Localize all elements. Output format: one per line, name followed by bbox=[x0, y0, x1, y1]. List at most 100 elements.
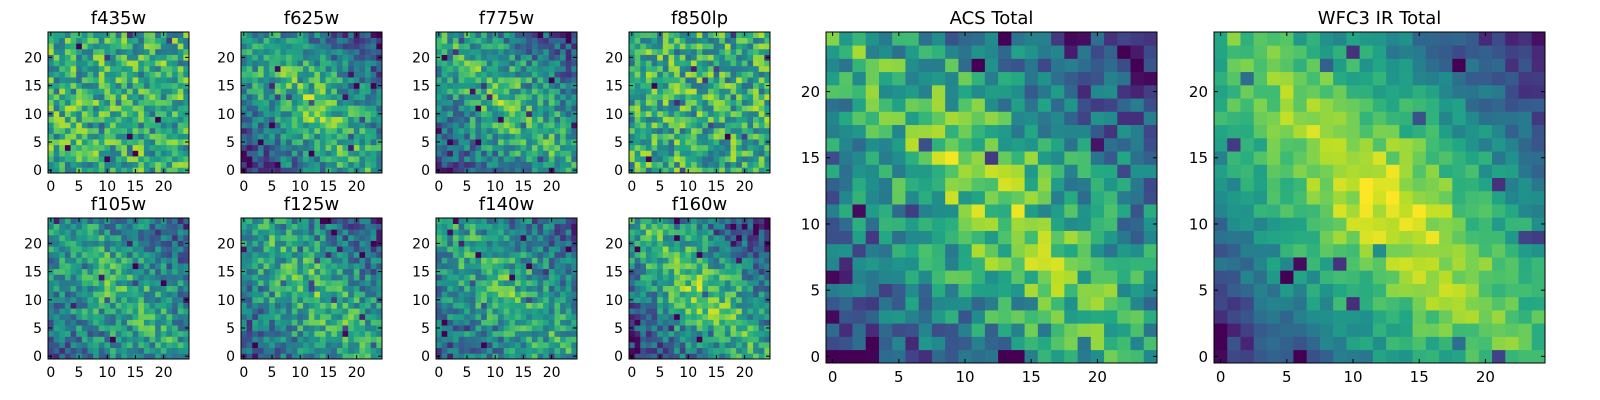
heatmap-cell bbox=[280, 342, 287, 349]
heatmap-cell bbox=[241, 71, 247, 78]
heatmap-cell bbox=[565, 37, 572, 44]
heatmap-cell bbox=[702, 342, 709, 349]
heatmap-cell bbox=[160, 296, 167, 303]
heatmap-cell bbox=[657, 88, 664, 95]
x-tick-label: 0 bbox=[434, 179, 443, 195]
heatmap-cell bbox=[526, 60, 533, 67]
heatmap-cell bbox=[280, 37, 287, 44]
heatmap-cell bbox=[70, 291, 77, 298]
heatmap-cell bbox=[662, 32, 669, 38]
heatmap-cell bbox=[447, 144, 454, 151]
heatmap-cell bbox=[370, 65, 377, 72]
heatmap-cell bbox=[634, 88, 641, 95]
heatmap-cell bbox=[560, 296, 567, 303]
heatmap-cell bbox=[325, 122, 332, 129]
heatmap-cell bbox=[81, 218, 88, 224]
heatmap-cell bbox=[286, 308, 293, 315]
heatmap-cell bbox=[331, 240, 338, 247]
heatmap-cell bbox=[64, 65, 71, 72]
heatmap-cell bbox=[452, 43, 459, 50]
heatmap-cell bbox=[81, 71, 88, 78]
heatmap-cell bbox=[359, 116, 366, 123]
heatmap-cell bbox=[104, 144, 111, 151]
heatmap-cell bbox=[64, 218, 71, 224]
heatmap-cell bbox=[177, 229, 184, 236]
heatmap-cell bbox=[325, 71, 332, 78]
heatmap-cell bbox=[537, 274, 544, 281]
heatmap-cell bbox=[325, 229, 332, 236]
heatmap-cell bbox=[503, 319, 510, 326]
heatmap-cell bbox=[662, 65, 669, 72]
heatmap-cell bbox=[241, 88, 247, 95]
heatmap-cell bbox=[104, 139, 111, 146]
heatmap-cell bbox=[348, 144, 355, 151]
y-tick-label: 10 bbox=[412, 107, 430, 123]
heatmap-cell bbox=[87, 54, 94, 61]
heatmap-cell bbox=[447, 54, 454, 61]
heatmap-cell bbox=[679, 99, 686, 106]
heatmap-cell bbox=[736, 43, 743, 50]
heatmap-cell bbox=[554, 43, 561, 50]
heatmap-cell bbox=[719, 156, 726, 163]
heatmap-cell bbox=[753, 60, 760, 67]
heatmap-cell bbox=[509, 32, 516, 38]
heatmap-cell bbox=[481, 336, 488, 343]
heatmap-cell bbox=[314, 150, 321, 157]
heatmap-cell bbox=[53, 347, 60, 354]
heatmap-cell bbox=[685, 156, 692, 163]
heatmap-cell bbox=[730, 139, 737, 146]
heatmap-cell bbox=[498, 94, 505, 101]
heatmap-cell bbox=[110, 116, 117, 123]
heatmap-cell bbox=[365, 110, 372, 117]
heatmap-cell bbox=[93, 308, 100, 315]
heatmap-cell bbox=[560, 32, 567, 38]
heatmap-cell bbox=[132, 94, 139, 101]
heatmap-cell bbox=[359, 347, 366, 354]
heatmap-cell bbox=[149, 48, 156, 55]
heatmap-cell bbox=[736, 280, 743, 287]
heatmap-cell bbox=[353, 246, 360, 253]
heatmap-cell bbox=[359, 274, 366, 281]
heatmap-cell bbox=[674, 54, 681, 61]
heatmap-cell bbox=[764, 60, 771, 67]
heatmap-cell bbox=[702, 133, 709, 140]
heatmap-cell bbox=[707, 54, 714, 61]
heatmap-cell bbox=[736, 105, 743, 112]
heatmap-cell bbox=[81, 77, 88, 84]
heatmap-cell bbox=[531, 234, 538, 241]
heatmap-cell bbox=[241, 127, 247, 134]
heatmap-cell bbox=[132, 223, 139, 230]
heatmap-cell bbox=[537, 82, 544, 89]
heatmap-cell bbox=[286, 268, 293, 275]
heatmap-cell bbox=[447, 122, 454, 129]
heatmap-cell bbox=[713, 319, 720, 326]
heatmap-cell bbox=[336, 37, 343, 44]
heatmap-cell bbox=[274, 54, 281, 61]
heatmap-cell bbox=[314, 319, 321, 326]
heatmap-cell bbox=[464, 234, 471, 241]
heatmap-cell bbox=[331, 60, 338, 67]
heatmap-cell bbox=[554, 229, 561, 236]
heatmap-cell bbox=[492, 291, 499, 298]
heatmap-cell bbox=[441, 218, 448, 224]
heatmap-cell bbox=[458, 285, 465, 292]
heatmap-cell bbox=[730, 280, 737, 287]
heatmap-cell bbox=[657, 37, 664, 44]
heatmap-cell bbox=[447, 133, 454, 140]
heatmap-cell bbox=[509, 296, 516, 303]
heatmap-cell bbox=[753, 144, 760, 151]
heatmap-cell bbox=[458, 88, 465, 95]
heatmap-cell bbox=[498, 274, 505, 281]
heatmap-cell bbox=[370, 54, 377, 61]
heatmap-cell bbox=[121, 37, 128, 44]
heatmap-cell bbox=[370, 110, 377, 117]
heatmap-cell bbox=[713, 144, 720, 151]
heatmap-cell bbox=[657, 330, 664, 337]
heatmap-cell bbox=[81, 353, 88, 360]
heatmap-cell bbox=[571, 88, 578, 95]
heatmap-cell bbox=[514, 54, 521, 61]
heatmap-cell bbox=[115, 48, 122, 55]
heatmap-cell bbox=[565, 77, 572, 84]
heatmap-cell bbox=[263, 296, 270, 303]
heatmap-cell bbox=[48, 251, 54, 258]
